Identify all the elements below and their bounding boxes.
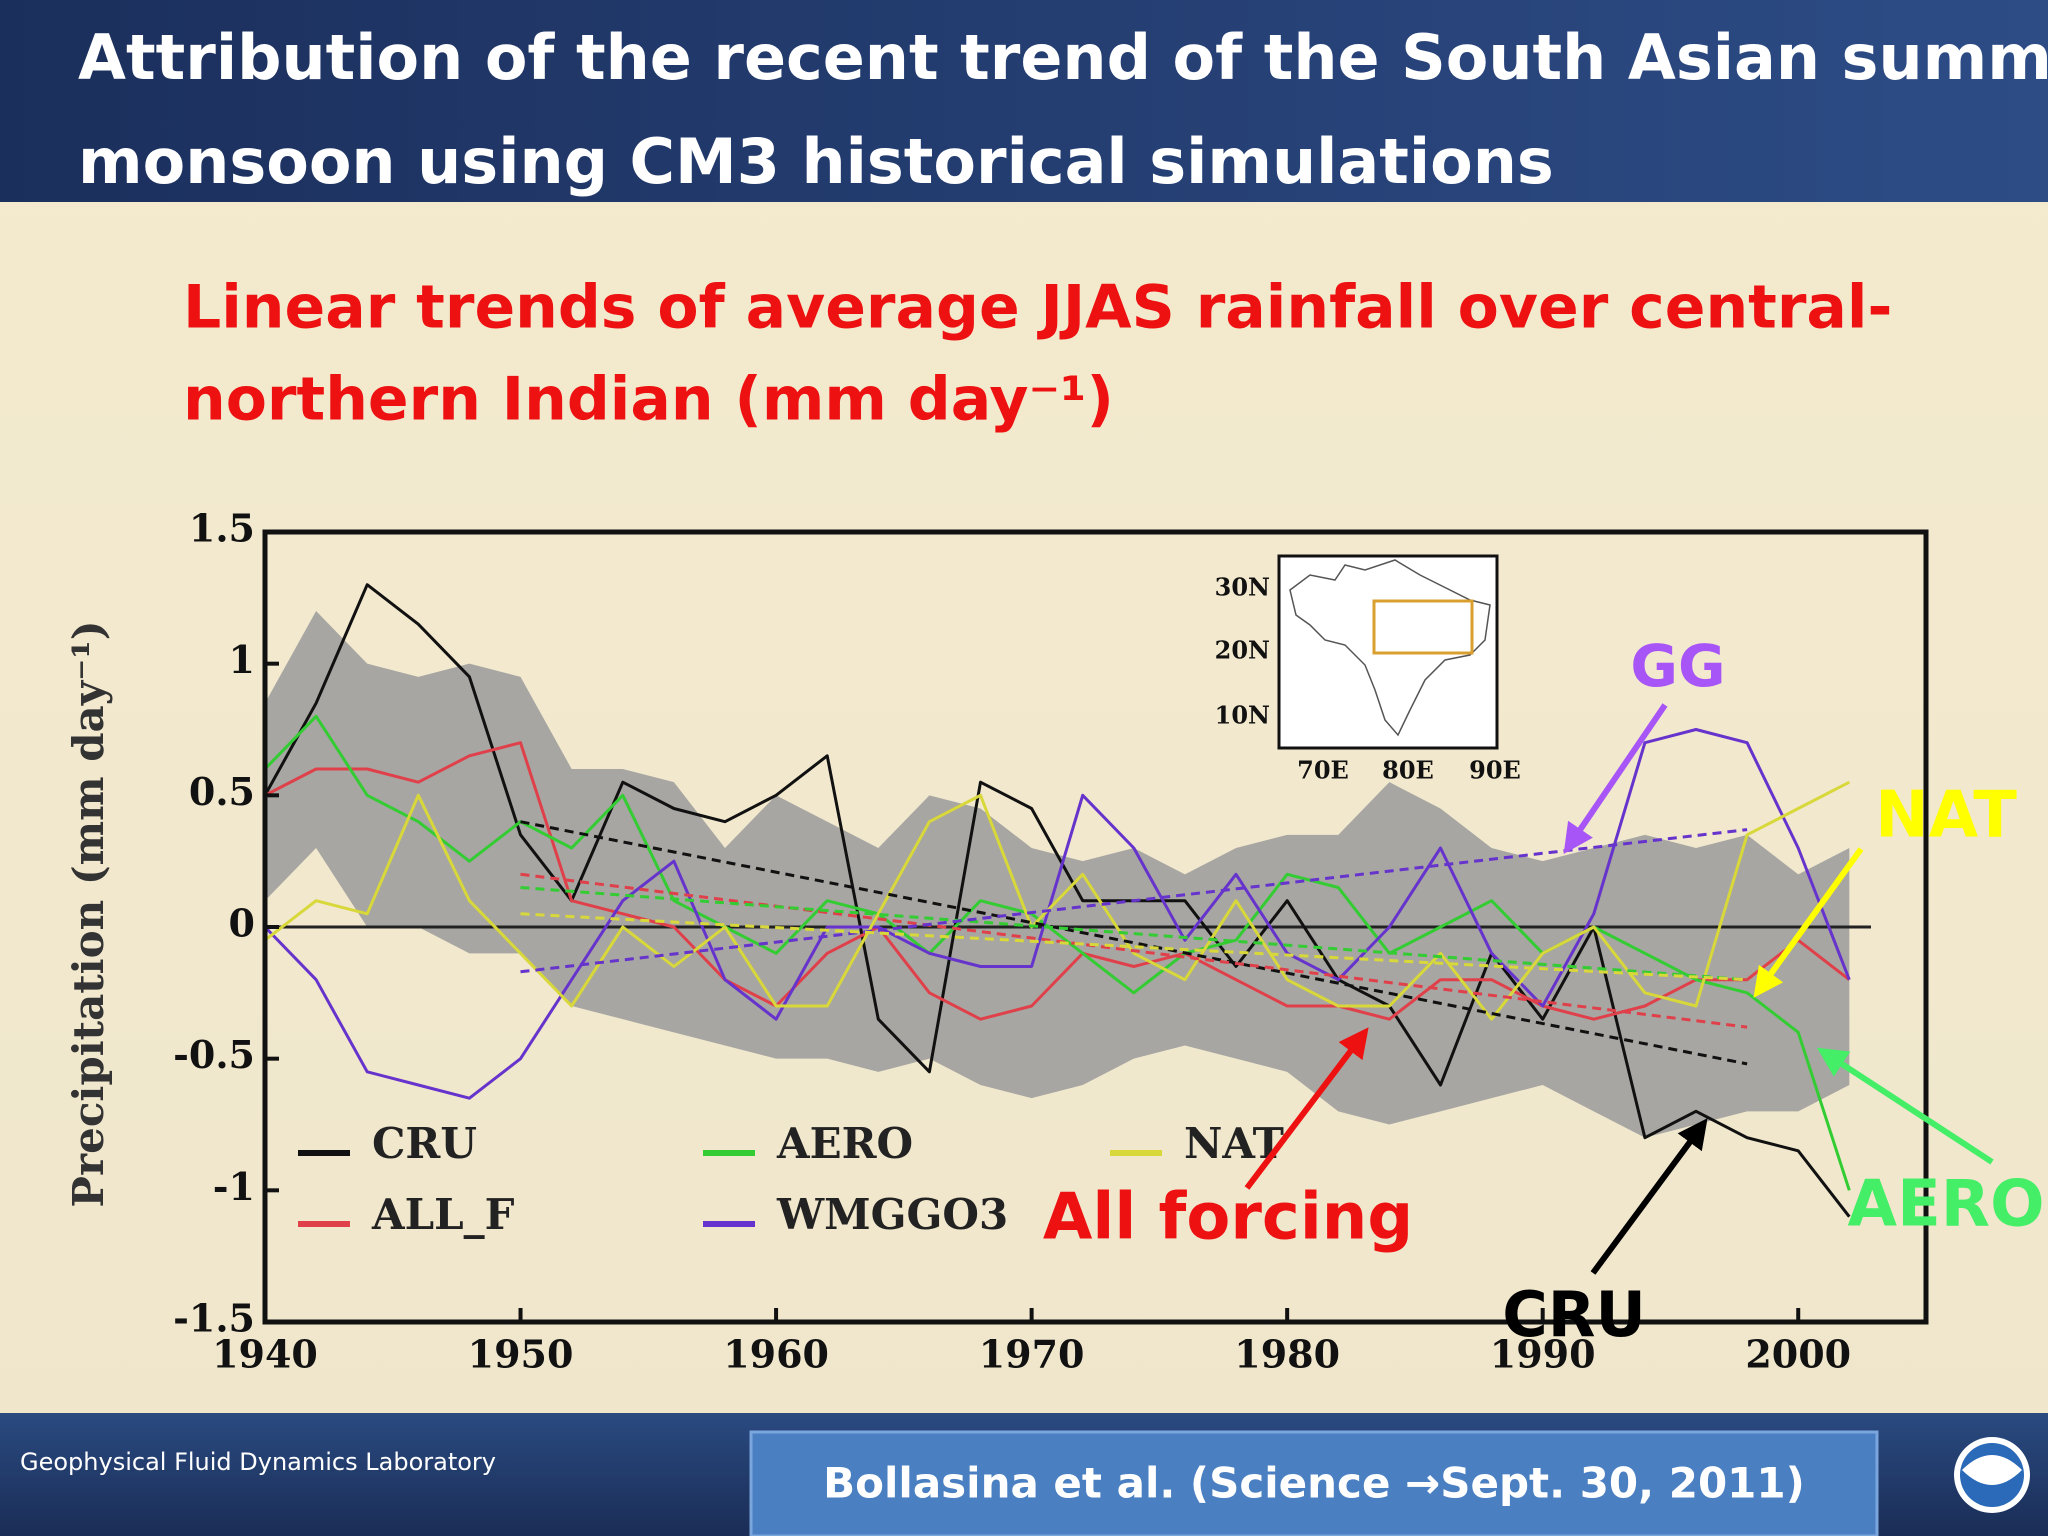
footer-lab: Geophysical Fluid Dynamics Laboratory bbox=[20, 1448, 496, 1476]
annotation: NAT bbox=[1875, 779, 2017, 853]
y-tick-label: 0 bbox=[229, 901, 255, 946]
x-tick-label: 1950 bbox=[468, 1332, 574, 1377]
x-tick-label: 1990 bbox=[1490, 1332, 1596, 1377]
y-tick-label: -0.5 bbox=[173, 1032, 255, 1077]
inset-lat-label: 20N bbox=[1215, 636, 1270, 665]
y-tick-label: 1 bbox=[229, 637, 255, 682]
annotation: AERO bbox=[1848, 1168, 2045, 1242]
trend-line bbox=[520, 820, 1748, 1066]
annotation: All forcing bbox=[1043, 1181, 1413, 1255]
annotation-arrow bbox=[1753, 847, 1864, 998]
annotation-arrow bbox=[1563, 703, 1668, 854]
annotation-arrow bbox=[1244, 1027, 1369, 1190]
legend-label: CRU bbox=[372, 1119, 477, 1168]
annotation: CRU bbox=[1502, 1278, 1646, 1351]
annotation: GG bbox=[1630, 632, 1725, 700]
chart-title: Linear trends of average JJAS rainfall o… bbox=[183, 273, 1892, 343]
x-tick-label: 1980 bbox=[1234, 1332, 1340, 1377]
header-band bbox=[0, 0, 2048, 202]
x-tick-label: 1960 bbox=[723, 1332, 829, 1377]
citation: Bollasina et al. (Science →Sept. 30, 201… bbox=[823, 1459, 1805, 1508]
x-tick-label: 1970 bbox=[979, 1332, 1085, 1377]
header-title: monsoon using CM3 historical simulations bbox=[78, 125, 1554, 198]
series-line bbox=[263, 728, 1851, 1100]
legend-label: WMGGO3 bbox=[776, 1190, 1008, 1239]
inset-lat-label: 30N bbox=[1215, 573, 1270, 602]
annotation-arrow bbox=[1590, 1118, 1708, 1275]
y-tick-label: 0.5 bbox=[189, 769, 255, 814]
x-tick-label: 1940 bbox=[212, 1332, 318, 1377]
inset-lat-label: 10N bbox=[1215, 701, 1270, 730]
inset-lon-label: 80E bbox=[1382, 756, 1434, 785]
trend-line bbox=[520, 872, 1748, 1029]
header-title: Attribution of the recent trend of the S… bbox=[78, 21, 2048, 94]
inset-region bbox=[1372, 599, 1474, 655]
trend-line bbox=[520, 912, 1748, 982]
inset-lon-label: 70E bbox=[1297, 756, 1349, 785]
legend-label: ALL_F bbox=[371, 1190, 515, 1239]
x-tick-label: 2000 bbox=[1745, 1332, 1851, 1377]
legend-label: AERO bbox=[776, 1119, 913, 1168]
chart-title: northern Indian (mm day⁻¹) bbox=[183, 365, 1114, 435]
inset-map bbox=[1277, 554, 1499, 750]
y-tick-label: -1 bbox=[213, 1164, 255, 1209]
inset-coastline bbox=[1289, 559, 1491, 737]
y-tick-label: 1.5 bbox=[189, 506, 255, 551]
noaa-logo bbox=[1954, 1437, 2030, 1513]
y-tick-label: -1.5 bbox=[173, 1296, 255, 1341]
series-line bbox=[263, 583, 1851, 1218]
series-line bbox=[264, 780, 1850, 1021]
trend-line bbox=[520, 886, 1748, 982]
trend-line bbox=[520, 828, 1748, 974]
logo-bird bbox=[1962, 1455, 2022, 1485]
series-line bbox=[264, 741, 1851, 1021]
y-axis-label: Precipitation (mm day⁻¹) bbox=[64, 620, 113, 1207]
annotation-arrow bbox=[1816, 1047, 1994, 1165]
inset-lon-label: 90E bbox=[1469, 756, 1521, 785]
citation-box bbox=[749, 1430, 1879, 1536]
